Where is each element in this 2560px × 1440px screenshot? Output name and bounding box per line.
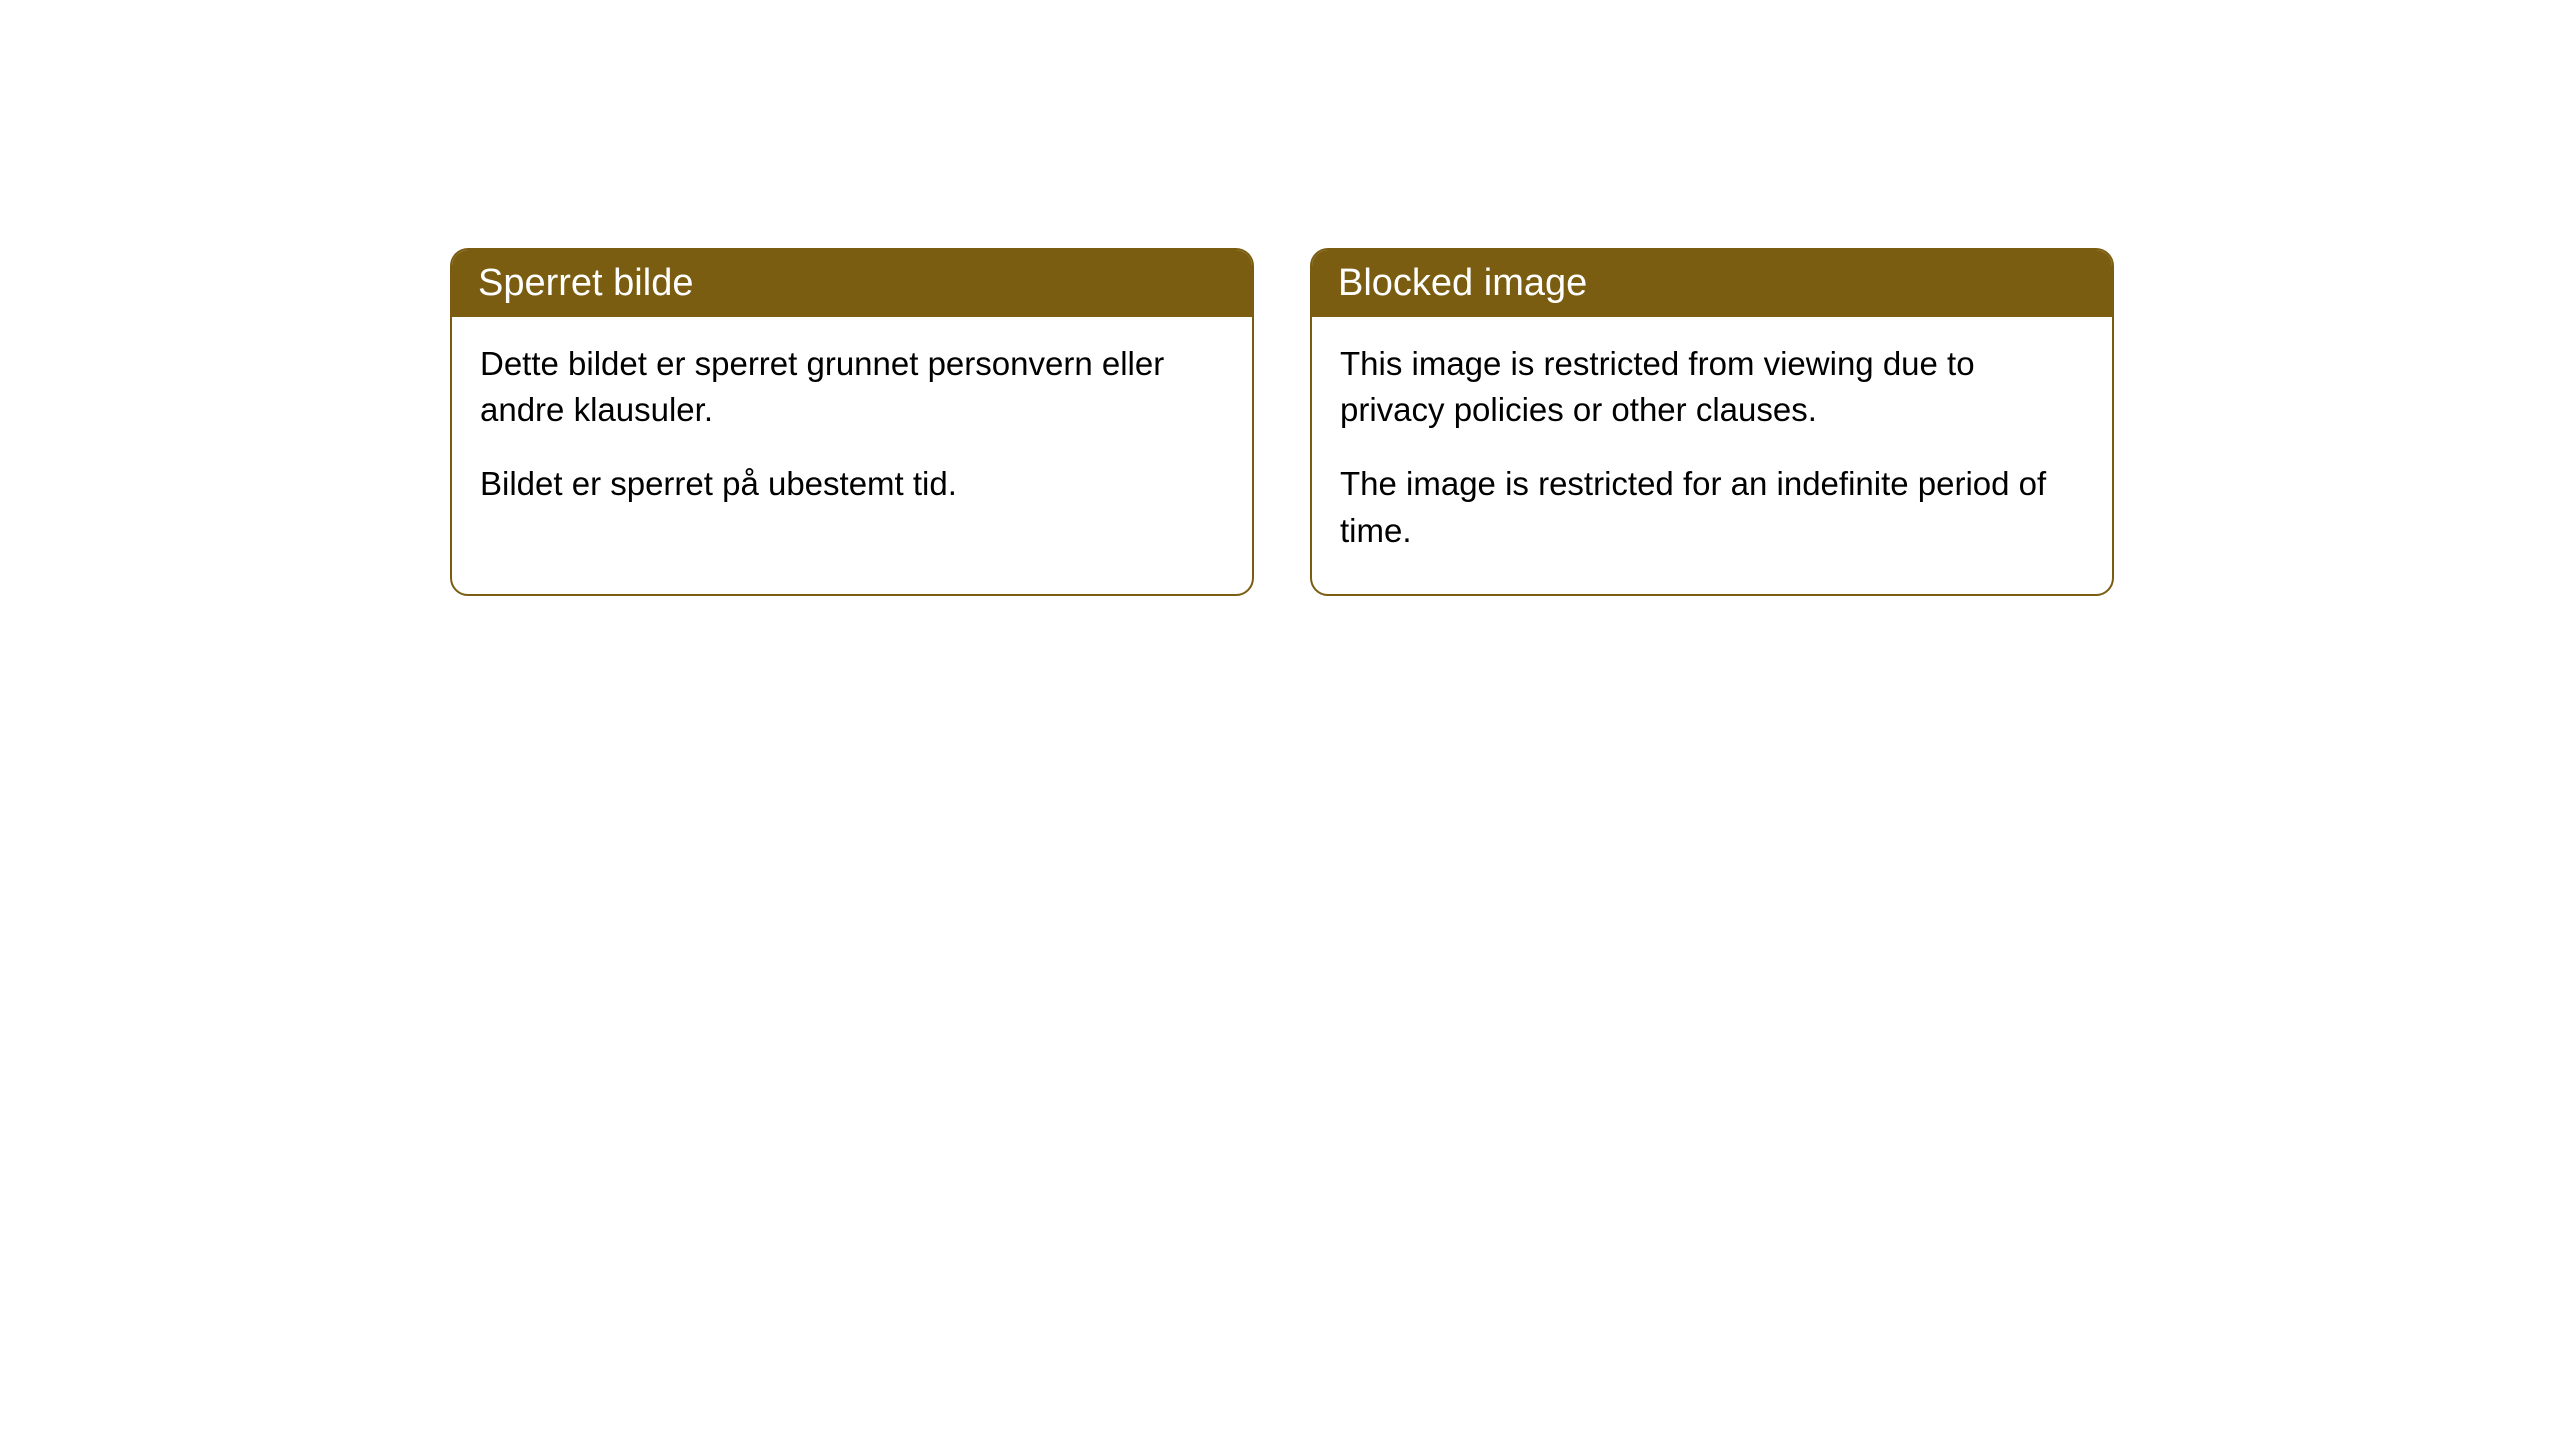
card-body: Dette bildet er sperret grunnet personve… [452, 317, 1252, 548]
notice-cards-container: Sperret bilde Dette bildet er sperret gr… [450, 248, 2114, 596]
card-header: Blocked image [1312, 250, 2112, 317]
card-paragraph-2: The image is restricted for an indefinit… [1340, 461, 2084, 553]
card-paragraph-1: Dette bildet er sperret grunnet personve… [480, 341, 1224, 433]
card-body: This image is restricted from viewing du… [1312, 317, 2112, 594]
blocked-image-card-norwegian: Sperret bilde Dette bildet er sperret gr… [450, 248, 1254, 596]
card-paragraph-1: This image is restricted from viewing du… [1340, 341, 2084, 433]
card-header: Sperret bilde [452, 250, 1252, 317]
blocked-image-card-english: Blocked image This image is restricted f… [1310, 248, 2114, 596]
card-paragraph-2: Bildet er sperret på ubestemt tid. [480, 461, 1224, 507]
